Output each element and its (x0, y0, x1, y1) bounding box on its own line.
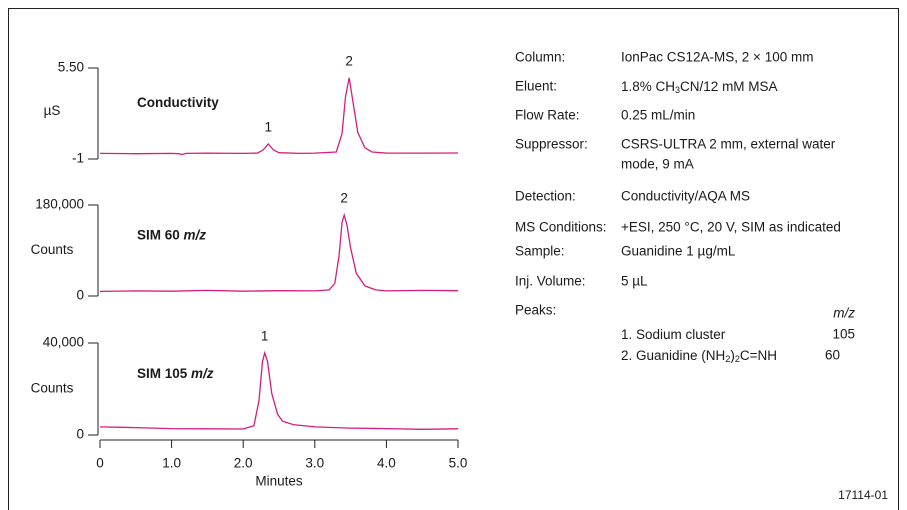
x-tick-label: 0 (96, 456, 104, 471)
text-part: CN/12 mM MSA (680, 79, 778, 94)
trace-line (99, 212, 459, 293)
subscript: 3 (675, 85, 680, 95)
trace-line (99, 350, 459, 430)
figure-id: 17114-01 (838, 488, 888, 502)
y-axis-label: Counts (31, 381, 74, 396)
peak-mz: 60 (825, 348, 840, 363)
info-value: 0.25 mL/min (621, 108, 695, 123)
info-value: mode, 9 mA (621, 157, 694, 172)
y-tick-label: -1 (72, 151, 84, 166)
text-part: 1. Sodium cluster (621, 327, 726, 342)
x-axis-label: Minutes (255, 474, 303, 489)
info-label: Suppressor: (515, 137, 588, 152)
info-label: Detection: (515, 189, 576, 204)
info-value: 5 µL (621, 274, 648, 289)
y-tick-label: 180,000 (35, 197, 84, 212)
peak-label: 1 (261, 328, 269, 343)
x-tick-label: 1.0 (162, 456, 181, 471)
trace-label: SIM 105 m/z (137, 366, 214, 381)
x-tick-label: 5.0 (449, 456, 468, 471)
peak-label: 1 (265, 120, 273, 135)
x-tick-label: 3.0 (305, 456, 324, 471)
info-value: +ESI, 250 °C, 20 V, SIM as indicated (621, 220, 841, 235)
y-axis-label: µS (44, 103, 61, 118)
y-axis-label: Counts (31, 242, 74, 257)
x-tick-label: 4.0 (377, 456, 396, 471)
info-value: CSRS-ULTRA 2 mm, external water (621, 137, 836, 152)
x-tick-label: 2.0 (234, 456, 253, 471)
trace-label-text: SIM 60 (137, 227, 180, 242)
text-part: 2. Guanidine (NH (621, 348, 725, 363)
trace-label-unit: m/z (191, 366, 214, 381)
info-value: 1. Sodium cluster (621, 327, 726, 342)
info-value: Guanidine 1 µg/mL (621, 244, 736, 259)
trace-label-text: Conductivity (137, 95, 219, 110)
info-label: Eluent: (515, 79, 557, 94)
y-tick-label: 40,000 (43, 335, 84, 350)
text-part: C=NH (740, 348, 777, 363)
y-tick-label: 5.50 (58, 60, 84, 75)
info-value: 2. Guanidine (NH2)2C=NH (621, 348, 777, 365)
info-label: MS Conditions: (515, 220, 607, 235)
y-tick-label: 0 (76, 427, 84, 442)
y-tick-label: 0 (76, 288, 84, 303)
trace-label: Conductivity (137, 95, 219, 110)
subscript: 2 (735, 354, 740, 364)
info-label: Sample: (515, 244, 565, 259)
info-label: Peaks: (515, 303, 556, 318)
trace-label-text: SIM 105 (137, 366, 188, 381)
peak-label: 2 (345, 54, 353, 69)
peak-mz: 105 (832, 327, 855, 342)
subscript: 2 (725, 354, 730, 364)
text-part: 1.8% CH (621, 79, 675, 94)
info-value: Conductivity/AQA MS (621, 189, 750, 204)
peaks-header: m/z (833, 306, 855, 321)
info-label: Inj. Volume: (515, 274, 586, 289)
info-label: Flow Rate: (515, 108, 580, 123)
frame (8, 8, 899, 510)
info-value: 1.8% CH3CN/12 mM MSA (621, 79, 778, 96)
trace-label: SIM 60 m/z (137, 227, 206, 242)
info-label: Column: (515, 50, 565, 65)
peak-label: 2 (340, 191, 348, 206)
trace-label-unit: m/z (184, 227, 207, 242)
trace-line (99, 77, 459, 156)
text-part: ) (730, 348, 735, 363)
info-value: IonPac CS12A-MS, 2 × 100 mm (621, 50, 813, 65)
